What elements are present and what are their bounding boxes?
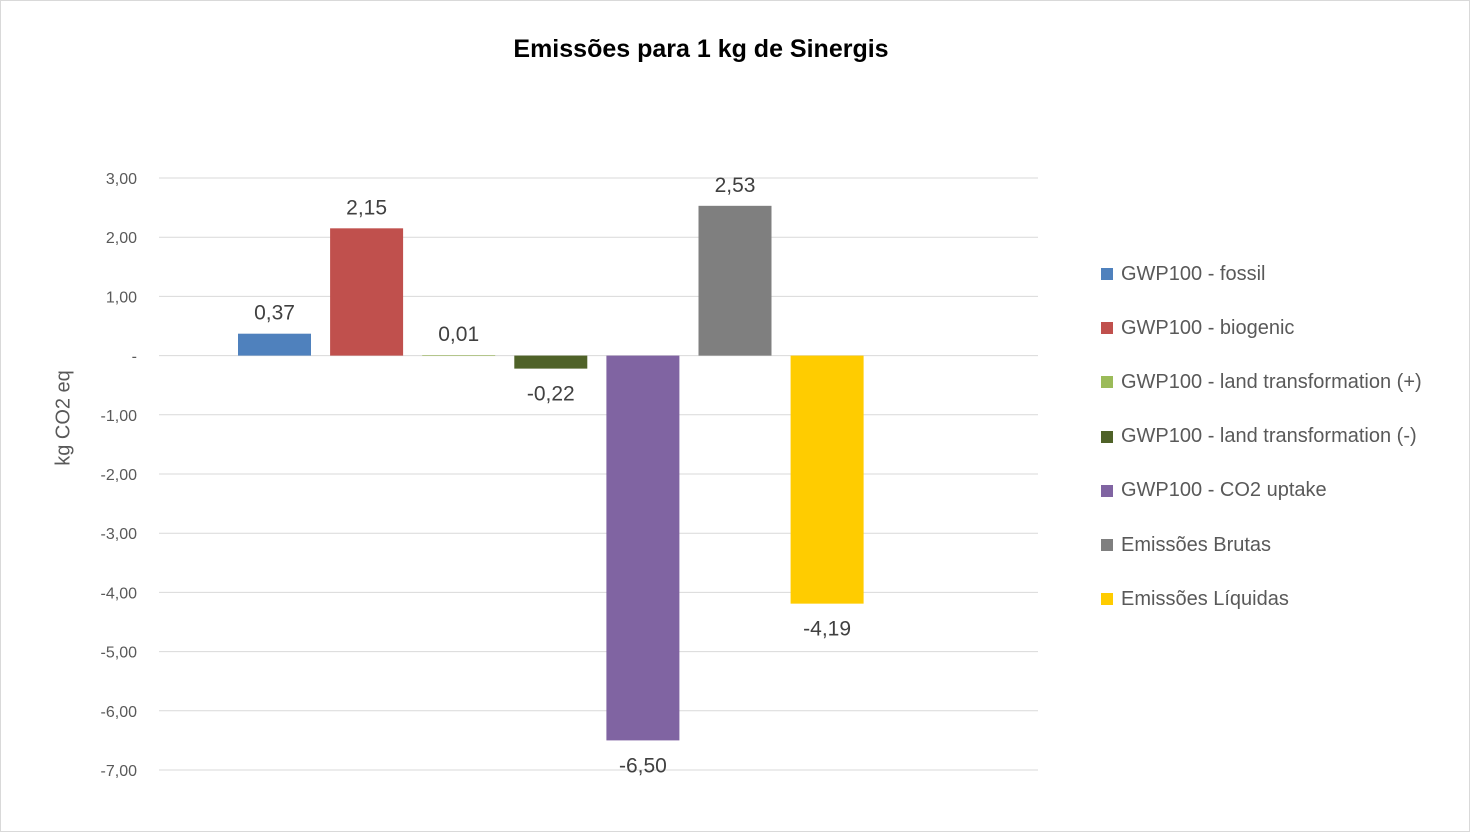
legend-swatch [1101,376,1113,389]
legend-item-biogenic: GWP100 - biogenic [1101,301,1422,355]
y-tick-label: -1,00 [101,408,138,425]
legend-item-emissoes-liquidas: Emissões Líquidas [1101,572,1422,626]
legend-item-emissoes-brutas: Emissões Brutas [1101,518,1422,572]
legend-label: GWP100 - CO2 uptake [1121,479,1327,502]
bar [514,355,588,369]
data-label: 0,37 [254,302,295,325]
y-tick-label: -3,00 [101,526,138,543]
y-tick-label: -6,00 [101,704,138,721]
data-label: -0,22 [527,383,575,406]
data-label: 2,15 [346,196,387,219]
legend-swatch [1101,484,1113,497]
gridlines [159,177,1038,771]
bar [698,205,772,356]
legend-label: GWP100 - land transformation (+) [1121,370,1422,393]
y-tick-label: - [132,349,137,366]
legend-label: Emissões Brutas [1121,533,1272,556]
y-tick-label: -4,00 [101,585,138,602]
legend-item-land-transformation-plus: GWP100 - land transformation (+) [1101,355,1422,409]
legend-item-land-transformation-minus: GWP100 - land transformation (-) [1101,410,1422,464]
legend-item-co2-uptake: GWP100 - CO2 uptake [1101,464,1422,518]
y-tick-label: 1,00 [106,289,137,306]
y-tick-label: 2,00 [106,230,137,247]
legend-item-fossil: GWP100 - fossil [1101,247,1422,301]
legend-swatch [1101,322,1113,335]
y-tick-label: -2,00 [101,467,138,484]
y-tick-label: -5,00 [101,645,138,662]
bar [422,355,496,356]
y-tick-label: 3,00 [106,171,137,188]
y-tick-labels: 3,00 2,00 1,00 - -1,00 -2,00 -3,00 -4,00 -5,00 -6… [101,171,138,780]
bar [330,228,404,356]
data-label: 2,53 [715,174,756,197]
data-label: -6,50 [619,754,667,777]
legend-label: GWP100 - fossil [1121,262,1266,285]
bar [238,333,311,356]
bar [790,355,864,604]
legend-swatch [1101,593,1113,606]
legend: GWP100 - fossil GWP100 - biogenic GWP100… [1101,247,1422,626]
legend-swatch [1101,268,1113,281]
y-tick-label: -7,00 [101,763,138,780]
data-labels: 0,37 2,15 0,01 -0,22 -6,50 2,53 -4,19 [254,174,851,778]
data-label: 0,01 [438,323,479,346]
chart-title: Emissões para 1 kg de Sinergis [513,35,889,63]
bars [238,205,864,741]
data-label: -4,19 [803,618,851,641]
legend-swatch [1101,430,1113,443]
legend-label: GWP100 - biogenic [1121,316,1295,339]
bar [606,355,680,741]
legend-label: GWP100 - land transformation (-) [1121,425,1417,448]
legend-swatch [1101,539,1113,552]
legend-label: Emissões Líquidas [1121,587,1289,610]
